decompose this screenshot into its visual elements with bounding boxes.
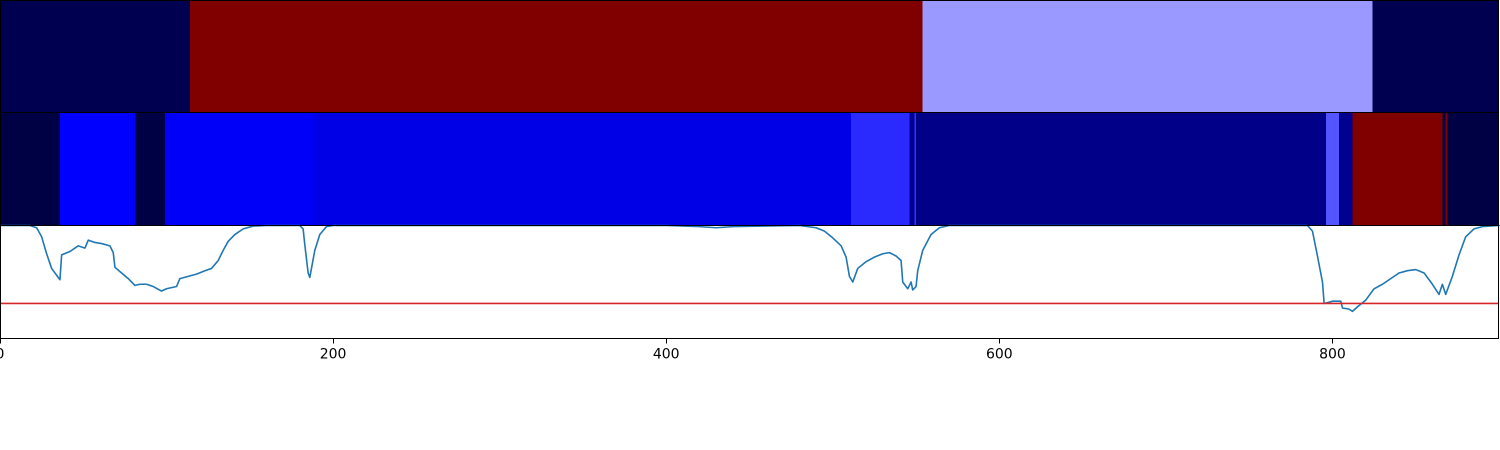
- panel-frame-2: [0, 225, 1499, 339]
- track-0-segment-2: [922, 0, 1373, 113]
- track-1-segment-5: [851, 112, 910, 226]
- x-tick-label-4: 800: [1319, 347, 1346, 363]
- track-1-segment-13: [1445, 112, 1448, 226]
- track-1-segment-9: [1325, 112, 1340, 226]
- track-0-segment-0: [0, 0, 190, 113]
- x-tick-label-3: 600: [986, 347, 1013, 363]
- heatmap-track-middle: [0, 112, 1499, 226]
- line-panel: [0, 224, 1500, 313]
- track-1-segment-8: [916, 112, 1326, 226]
- track-1-segment-12: [1442, 112, 1446, 226]
- track-0-segment-3: [1372, 0, 1499, 113]
- x-tick-label-1: 200: [320, 347, 347, 363]
- x-tick-label-0: 0: [0, 347, 4, 363]
- panel-frames: [0, 0, 1499, 339]
- track-1-segment-11: [1352, 112, 1443, 226]
- x-tick-label-2: 400: [653, 347, 680, 363]
- track-0-segment-1: [189, 0, 923, 113]
- track-1-segment-4: [313, 112, 852, 226]
- track-1-segment-3: [164, 112, 314, 226]
- track-1-segment-6: [909, 112, 915, 226]
- track-1-segment-2: [134, 112, 165, 226]
- track-1-segment-1: [59, 112, 135, 226]
- series-line: [0, 224, 1500, 313]
- x-axis: 0 200 400 600 800: [0, 338, 1346, 363]
- track-1-segment-7: [914, 112, 917, 226]
- track-1-segment-14: [1447, 112, 1499, 226]
- track-1-segment-0: [0, 112, 60, 226]
- track-1-segment-10: [1339, 112, 1353, 226]
- heatmap-track-top: [0, 0, 1499, 113]
